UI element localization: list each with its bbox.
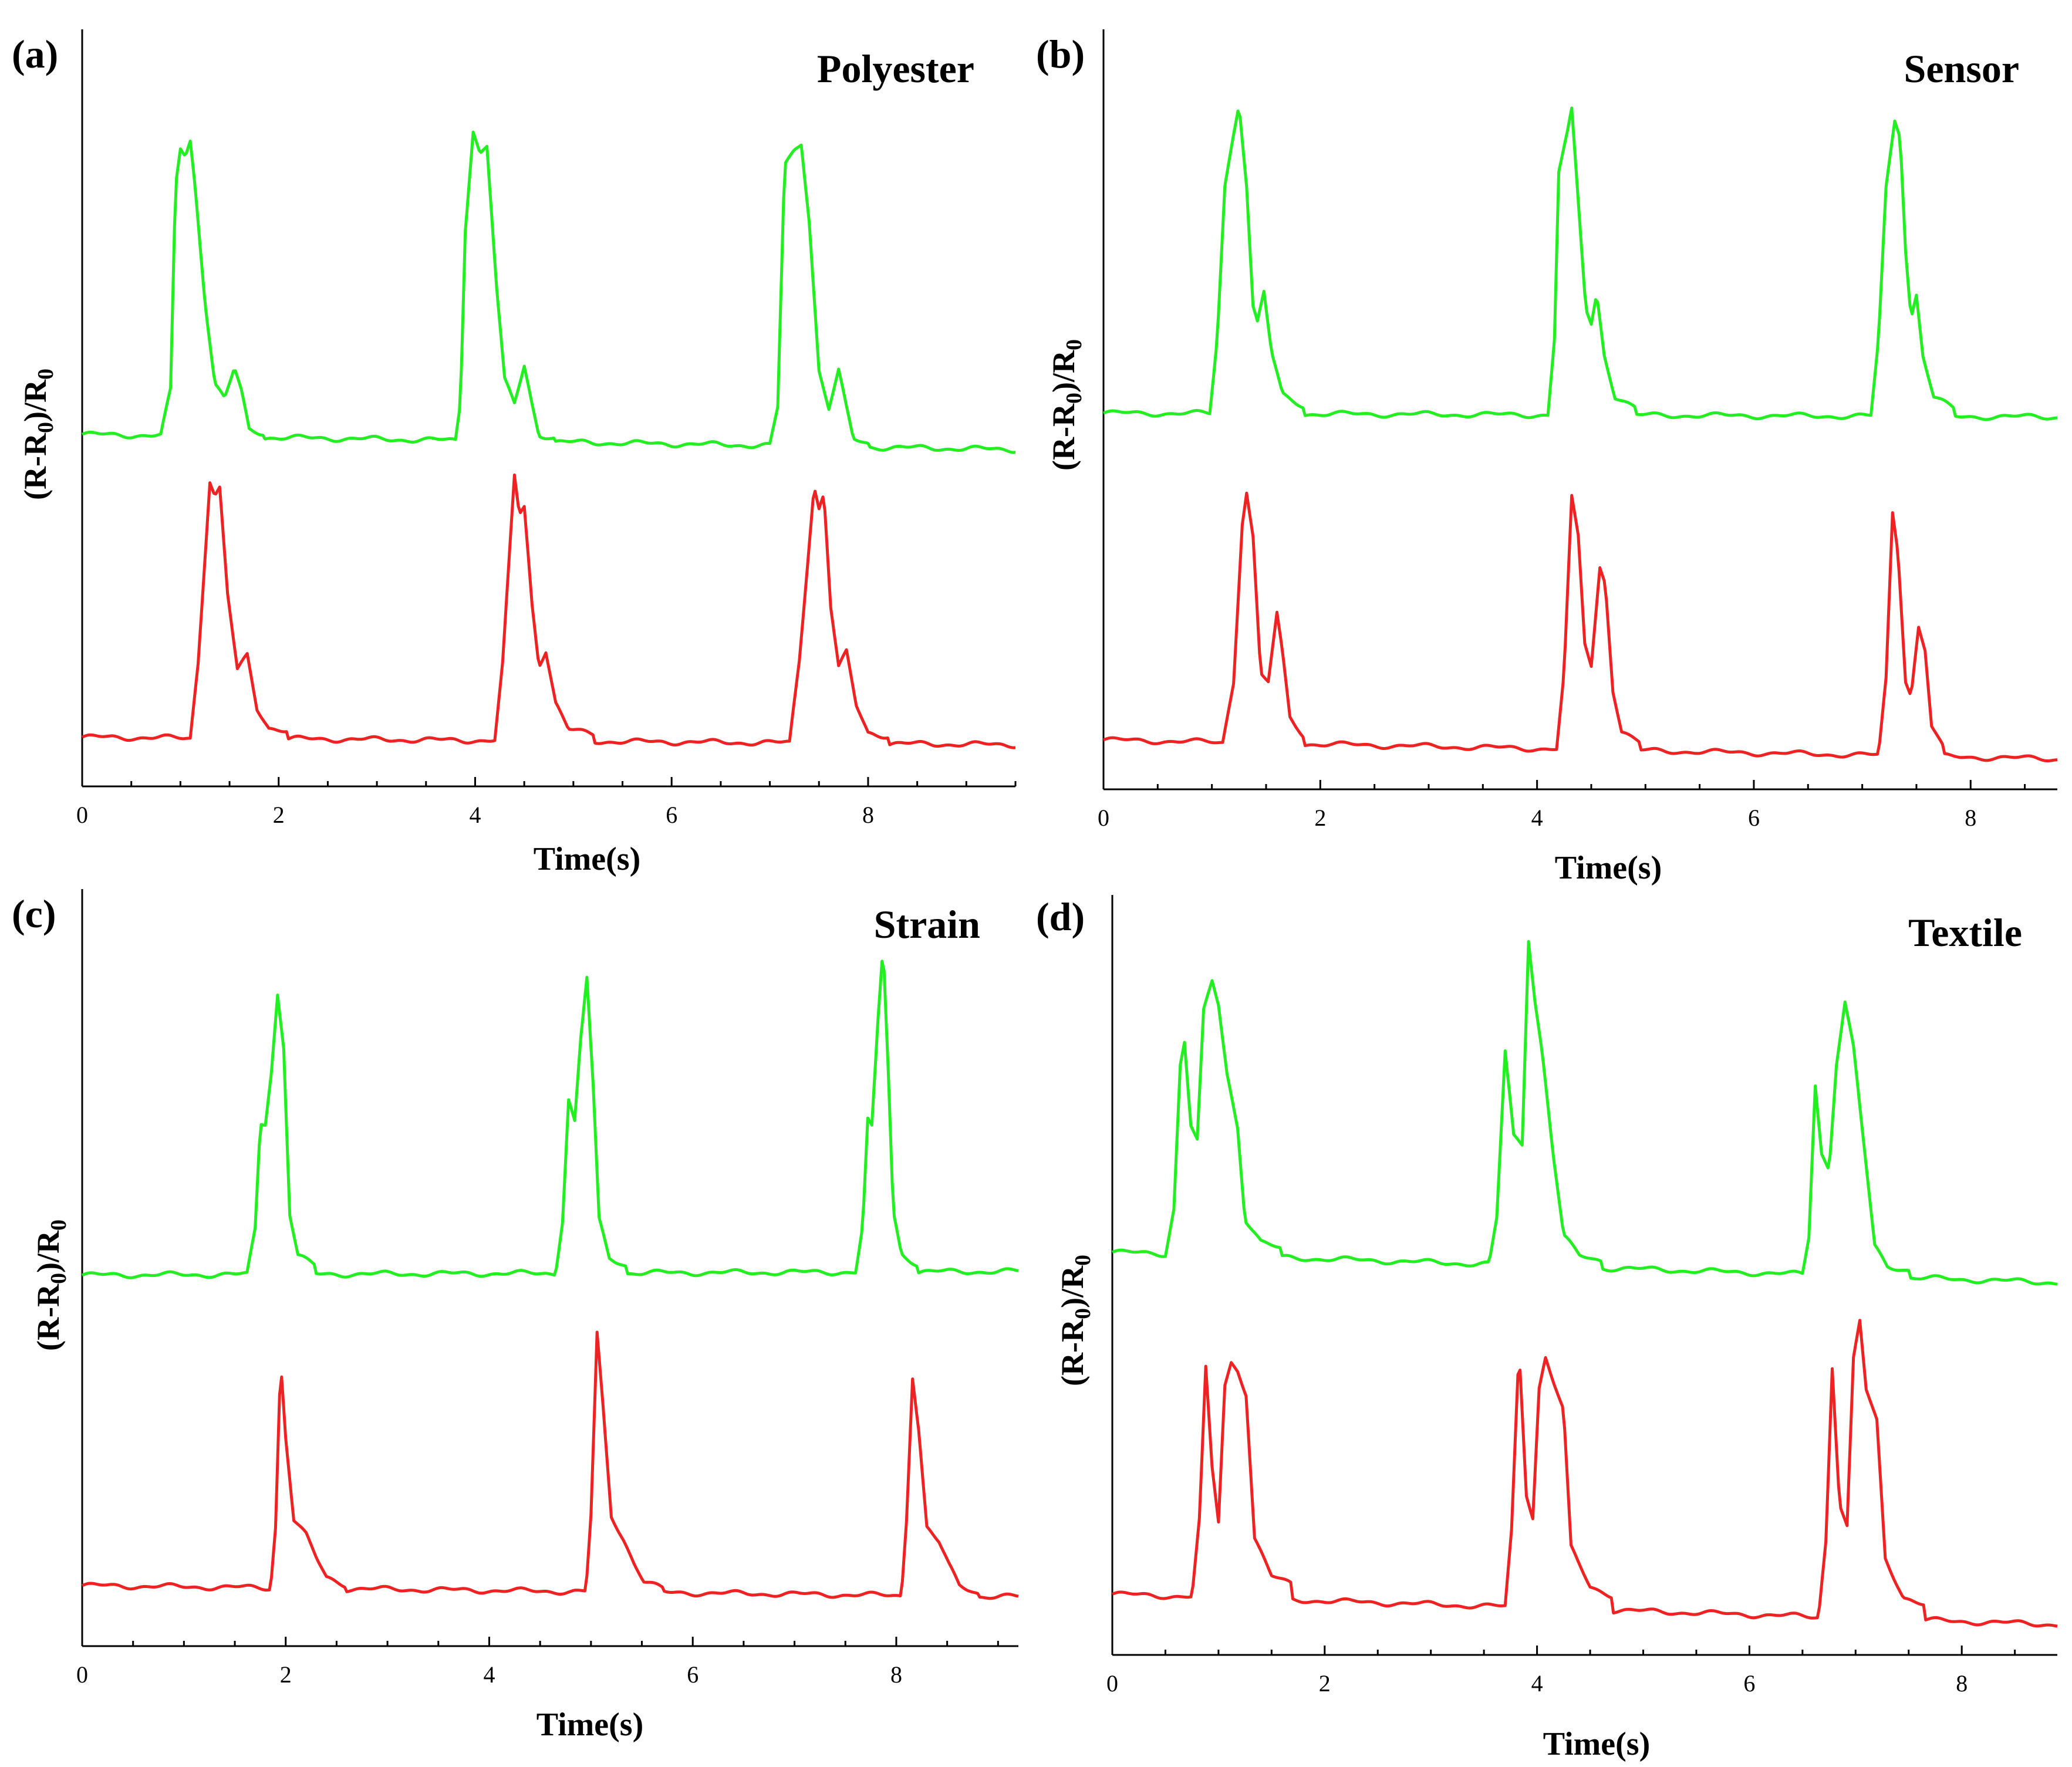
panel-a-red-series-line (81, 473, 1016, 749)
panel-a-x-tick-label: 0 (76, 802, 88, 828)
panel-c: (c) Strain Time(s) (R-R0)/R0 0 2 4 6 8 (12, 889, 1019, 1743)
panel-a-label: (a) (12, 32, 58, 76)
panel-d-title: Textile (1908, 910, 2022, 955)
panel-b-x-tick-label: 0 (1098, 805, 1109, 831)
panel-c-xlabel: Time(s) (536, 1707, 644, 1743)
panel-c-label: (c) (12, 891, 56, 936)
panel-d-label: (d) (1036, 894, 1085, 939)
panel-d-ylabel: (R-R0)/R0 (1055, 1255, 1095, 1386)
panel-b-x-tick-label: 4 (1531, 805, 1543, 831)
panel-a-x-tick-label: 6 (666, 802, 677, 828)
panel-a-xlabel: Time(s) (534, 841, 641, 877)
panel-d-red-series-line (1112, 1319, 2058, 1628)
panel-c-x-tick-label: 2 (280, 1661, 292, 1688)
panel-a-title: Polyester (817, 46, 974, 91)
panel-b-x-tick-label: 8 (1965, 805, 1976, 831)
panel-d-x-tick-label: 2 (1319, 1670, 1331, 1697)
panel-d-x-tick-label: 6 (1743, 1670, 1755, 1697)
panel-d: (d) Textile Time(s) (R-R0)/R0 0 2 4 6 8 (1036, 894, 2058, 1762)
panel-a-green-series-line (82, 130, 1016, 454)
panel-b-green-series-line (1103, 106, 2058, 421)
panel-a-x-tick-label: 2 (273, 802, 285, 828)
panel-c-green-series-line (82, 959, 1019, 1279)
panel-c-x-tick-label: 8 (890, 1661, 902, 1688)
panel-b-x-tick-label: 6 (1748, 805, 1760, 831)
panel-a-ylabel: (R-R0)/R0 (18, 369, 58, 500)
panel-b-xlabel: Time(s) (1555, 850, 1662, 886)
panel-b-label: (b) (1036, 32, 1085, 76)
panel-c-title: Strain (874, 902, 980, 947)
panel-c-ylabel: (R-R0)/R0 (31, 1219, 71, 1351)
panel-c-x-tick-label: 6 (687, 1661, 698, 1688)
panel-b-title: Sensor (1904, 46, 2019, 91)
panel-b-x-tick-label: 2 (1314, 805, 1326, 831)
panel-c-x-tick-label: 4 (483, 1661, 495, 1688)
panel-d-x-tick-label: 8 (1956, 1670, 1968, 1697)
panel-b-ylabel: (R-R0)/R0 (1046, 339, 1086, 471)
panel-d-x-tick-label: 0 (1106, 1670, 1118, 1697)
panel-d-green-series-line (1112, 940, 2058, 1286)
panel-c-red-series-line (82, 1330, 1019, 1600)
panel-c-x-tick-label: 0 (76, 1661, 88, 1688)
panel-d-xlabel: Time(s) (1543, 1726, 1651, 1762)
panel-b-red-series-line (1103, 491, 2058, 762)
panel-a-x-tick-label: 8 (862, 802, 874, 828)
panel-a-x-tick-label: 4 (469, 802, 481, 828)
panel-a: (a) Polyester Time(s) (R-R0)/R0 0 2 4 6 8 (12, 29, 1017, 877)
panel-b: (b) Sensor Time(s) (R-R0)/R0 0 2 4 6 8 (1036, 29, 2058, 886)
panel-d-x-tick-label: 4 (1531, 1670, 1543, 1697)
